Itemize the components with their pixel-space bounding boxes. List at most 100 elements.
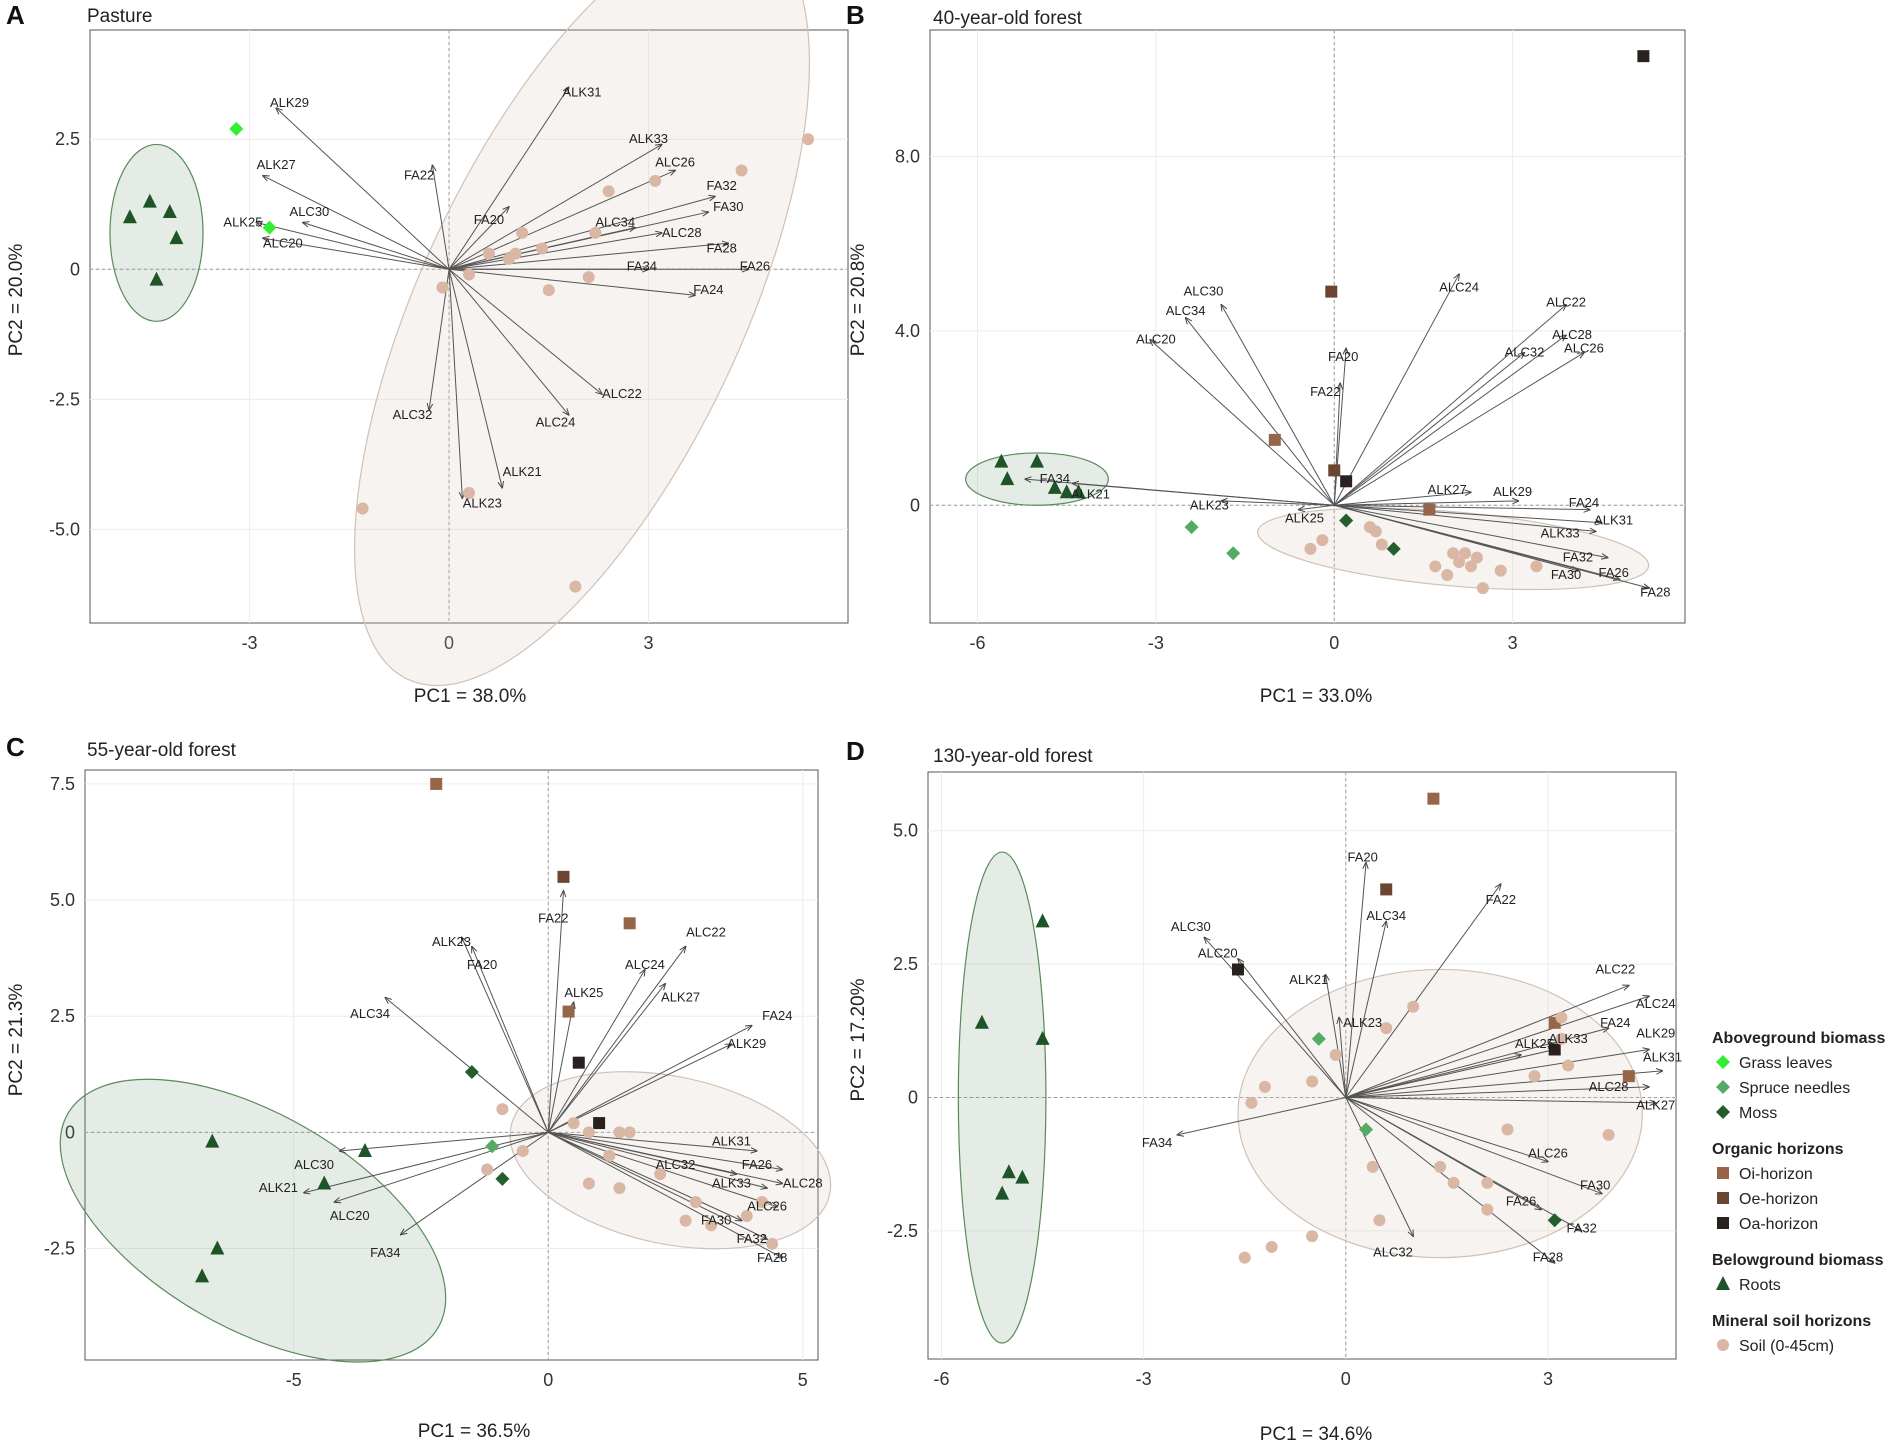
y-tick-label: -5.0: [49, 519, 80, 539]
x-tick-label: -3: [242, 633, 258, 653]
loading-arrow: [1345, 1097, 1548, 1162]
point-roots: [142, 193, 157, 208]
loading-label: FA32: [706, 178, 736, 193]
point-grass: [262, 220, 277, 235]
loading-label: ALK25: [223, 214, 262, 229]
loading-label: FA22: [1310, 384, 1340, 399]
legend-swatch-grass: [1716, 1055, 1730, 1069]
legend-item-label: Soil (0-45cm): [1739, 1338, 1834, 1355]
legend-group-title: Organic horizons: [1712, 1141, 1844, 1158]
plot-content: -3 0 3 2.5 0 -2.5 -5.0 ALK29 ALK27 ALK25 ALC30 ALC2…: [49, 0, 848, 687]
point-spruce: [1184, 520, 1199, 535]
point-soil: [582, 1177, 595, 1190]
confidence-ellipse-roots: [957, 851, 1047, 1344]
point-moss: [464, 1064, 479, 1079]
point-soil: [536, 242, 549, 255]
loading-arrow: [340, 1131, 549, 1151]
loading-arrow: [1345, 996, 1649, 1098]
loading-label: ALC34: [1366, 908, 1406, 923]
loading-label: ALC34: [1166, 303, 1206, 318]
point-oa: [1548, 1043, 1561, 1056]
point-soil: [516, 1144, 529, 1157]
point-soil: [705, 1219, 718, 1232]
point-soil: [569, 580, 582, 593]
point-soil: [1258, 1080, 1271, 1093]
loading-label: ALC26: [1528, 1146, 1568, 1161]
loading-label: ALC24: [1439, 279, 1479, 294]
point-soil: [589, 226, 602, 239]
loading-arrow: [263, 176, 450, 270]
y-tick-label: 0: [910, 495, 920, 515]
point-soil: [623, 1126, 636, 1139]
point-soil: [1316, 534, 1329, 547]
panel-title: 130-year-old forest: [933, 746, 1093, 767]
loading-label: ALK27: [257, 157, 296, 172]
point-soil: [602, 185, 615, 198]
legend-item-label: Spruce needles: [1739, 1080, 1850, 1097]
loading-label: FA24: [1569, 495, 1599, 510]
loading-label: ALK31: [712, 1134, 751, 1149]
confidence-ellipse-soil: [1237, 968, 1643, 1259]
y-tick-label: 2.5: [50, 1006, 75, 1026]
loading-arrow: [1333, 305, 1566, 506]
loading-arrow: [1334, 504, 1596, 531]
loading-label: ALK23: [432, 934, 471, 949]
loading-arrow: [1339, 1017, 1347, 1098]
loading-arrow: [1345, 1049, 1649, 1099]
point-soil: [735, 164, 748, 177]
loading-label: ALC28: [783, 1175, 823, 1190]
x-tick-label: -6: [970, 633, 986, 653]
point-roots: [205, 1133, 220, 1148]
loading-arrow: [1334, 504, 1590, 509]
point-soil: [1459, 547, 1472, 560]
legend-item-label: Oi-horizon: [1739, 1166, 1813, 1183]
loading-label: FA22: [1486, 892, 1516, 907]
y-tick-label: -2.5: [44, 1239, 75, 1259]
loading-label: ALC22: [602, 386, 642, 401]
loading-arrow: [448, 269, 462, 498]
loading-arrow: [1345, 1049, 1555, 1099]
loading-arrow: [1345, 884, 1501, 1098]
point-soil: [481, 1163, 494, 1176]
point-soil: [1380, 1022, 1393, 1035]
loading-arrow: [276, 108, 450, 270]
loading-arrow: [448, 233, 662, 270]
x-tick-label: 0: [543, 1370, 553, 1390]
point-soil: [1481, 1176, 1494, 1189]
plot-area: [89, 29, 849, 624]
point-roots: [317, 1175, 332, 1190]
point-roots: [357, 1142, 372, 1157]
x-axis-label: PC1 = 33.0%: [1260, 686, 1373, 707]
point-roots: [995, 1185, 1010, 1200]
loading-label: FA24: [693, 282, 723, 297]
loading-label: FA20: [1328, 349, 1358, 364]
legend-swatch-soil: [1717, 1339, 1729, 1351]
point-soil: [766, 1237, 779, 1250]
loading-label: FA22: [538, 911, 568, 926]
point-roots: [162, 204, 177, 219]
loading-label: FA28: [757, 1250, 787, 1265]
point-soil: [603, 1149, 616, 1162]
loading-arrow: [1333, 353, 1524, 506]
loading-arrow: [304, 1131, 549, 1192]
y-tick-label: 7.5: [50, 774, 75, 794]
point-roots: [1015, 1169, 1030, 1184]
y-tick-label: 0: [65, 1122, 75, 1142]
loading-label: FA20: [467, 957, 497, 972]
loading-arrow: [547, 970, 645, 1133]
point-soil: [1464, 560, 1477, 573]
point-soil: [1375, 538, 1388, 551]
point-roots: [1030, 453, 1045, 468]
y-tick-label: 2.5: [55, 129, 80, 149]
loading-arrow: [548, 1131, 741, 1220]
loading-label: ALK27: [1428, 482, 1467, 497]
point-soil: [1555, 1032, 1568, 1045]
y-tick-label: 5.0: [50, 890, 75, 910]
point-grass: [229, 121, 244, 136]
legend-swatch-oe: [1717, 1192, 1729, 1204]
loading-arrow: [548, 1131, 782, 1169]
legend-item-label: Oe-horizon: [1739, 1191, 1818, 1208]
point-soil: [613, 1182, 626, 1195]
